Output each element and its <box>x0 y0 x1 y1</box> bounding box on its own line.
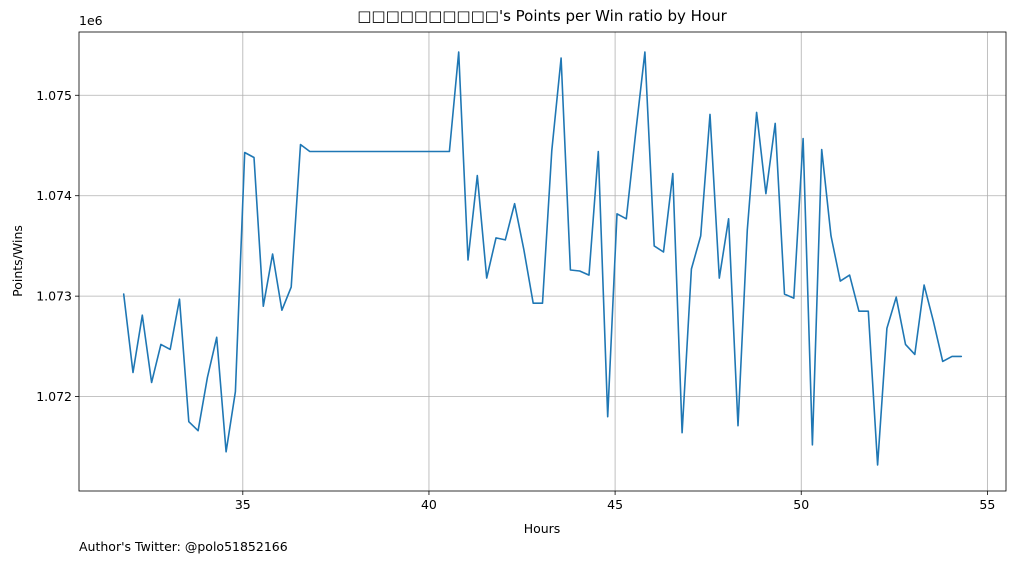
x-tick-label: 55 <box>979 497 995 512</box>
ticks-layer: 35 40 45 50 55 1.072 1.073 1.074 1.075 <box>36 88 995 512</box>
x-tick-label: 40 <box>421 497 437 512</box>
grid-layer <box>79 32 1006 491</box>
x-tick-label: 50 <box>793 497 809 512</box>
x-tick-label: 45 <box>607 497 623 512</box>
y-tick-label: 1.074 <box>36 188 72 203</box>
y-axis-label: Points/Wins <box>10 225 25 297</box>
author-credit: Author's Twitter: @polo51852166 <box>79 539 288 554</box>
y-tick-label: 1.075 <box>36 88 72 103</box>
series-layer <box>122 51 963 466</box>
chart-title: □□□□□□□□□□'s Points per Win ratio by Hou… <box>357 7 727 25</box>
plot-frame <box>78 31 1007 492</box>
y-tick-label: 1.073 <box>36 289 72 304</box>
series-line <box>122 51 963 466</box>
x-axis-label: Hours <box>524 521 561 536</box>
y-offset-label: 1e6 <box>79 13 103 28</box>
y-tick-label: 1.072 <box>36 389 72 404</box>
x-tick-label: 35 <box>235 497 251 512</box>
